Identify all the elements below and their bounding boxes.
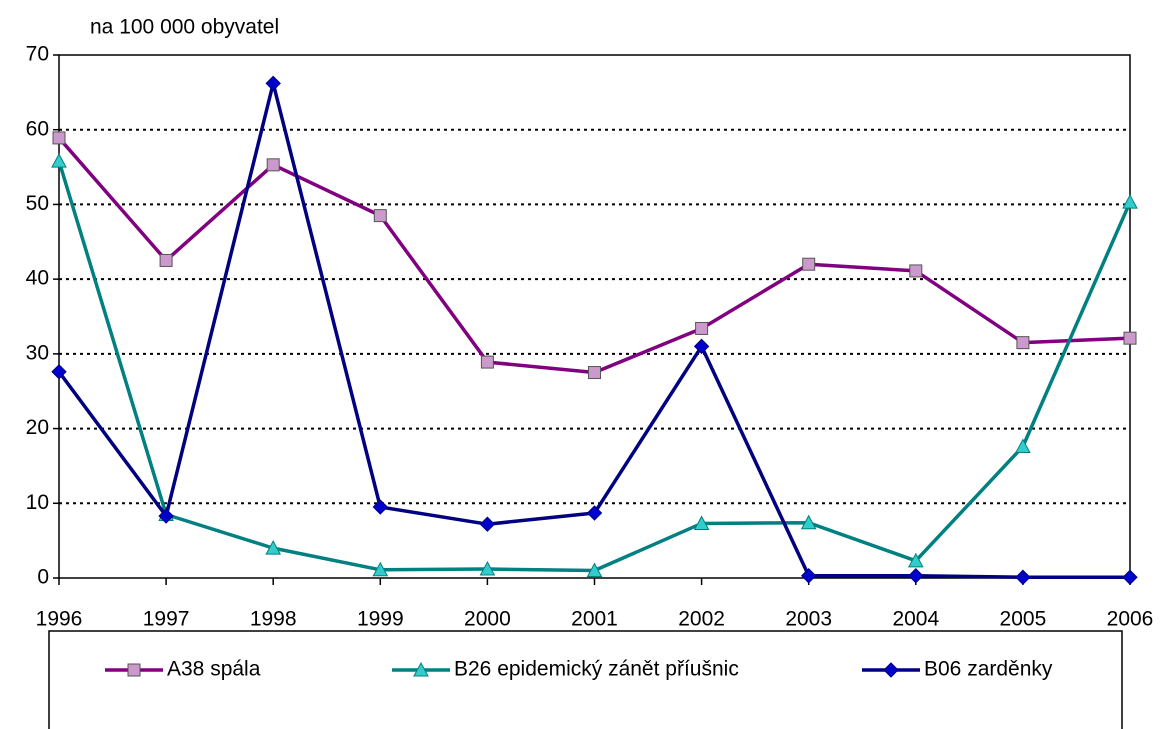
- y-axis-label: na 100 000 obyvatel: [90, 16, 279, 39]
- data-point: [1123, 331, 1137, 345]
- x-tick-label: 2000: [464, 608, 511, 631]
- data-point: [372, 561, 389, 577]
- legend-label: B26 epidemický zánět příušnic: [454, 658, 739, 681]
- data-point: [51, 153, 67, 168]
- x-tick-label: 2004: [892, 608, 939, 631]
- y-tick-label: 60: [26, 117, 49, 140]
- data-point: [480, 355, 494, 369]
- y-tick-label: 20: [26, 416, 49, 439]
- legend-marker: [127, 663, 141, 677]
- data-point: [266, 158, 280, 172]
- x-tick-label: 1996: [36, 608, 83, 631]
- y-tick-label: 40: [26, 267, 49, 290]
- series-line: [57, 136, 1131, 375]
- data-point: [52, 131, 66, 145]
- data-point: [265, 75, 281, 92]
- data-point: [802, 257, 816, 271]
- data-point: [51, 364, 67, 380]
- data-point: [907, 552, 924, 568]
- plot-frame: [58, 54, 1131, 579]
- data-point: [1122, 569, 1138, 585]
- x-tick-label: 1998: [250, 608, 297, 631]
- y-tick-label: 10: [26, 491, 49, 514]
- data-point: [1016, 336, 1030, 350]
- data-point: [693, 515, 710, 530]
- data-point: [265, 540, 282, 555]
- data-point: [479, 516, 496, 532]
- legend-frame: [48, 630, 1123, 729]
- data-point: [159, 253, 173, 267]
- legend-marker: [413, 661, 429, 677]
- y-tick-label: 50: [26, 192, 49, 215]
- data-point: [909, 264, 923, 278]
- y-tick-label: 70: [26, 43, 49, 66]
- data-point: [1122, 194, 1138, 209]
- data-point: [693, 338, 710, 355]
- data-point: [372, 499, 389, 515]
- legend-label: A38 spála: [167, 658, 261, 681]
- data-point: [1015, 438, 1031, 454]
- y-tick-label: 30: [26, 341, 49, 364]
- data-point: [586, 505, 603, 521]
- x-tick-label: 2005: [1000, 608, 1047, 631]
- data-point: [800, 514, 817, 530]
- data-point: [908, 568, 924, 584]
- x-tick-label: 2002: [678, 608, 725, 631]
- x-tick-label: 1997: [143, 608, 190, 631]
- data-point: [373, 209, 387, 223]
- x-tick-label: 1999: [357, 608, 404, 631]
- data-point: [695, 321, 709, 335]
- data-point: [479, 560, 496, 576]
- x-tick-label: 2006: [1107, 608, 1154, 631]
- data-point: [586, 562, 603, 578]
- x-tick-label: 2003: [785, 608, 832, 631]
- data-point: [800, 568, 817, 584]
- legend-marker: [883, 662, 899, 678]
- data-point: [588, 366, 601, 380]
- y-tick-label: 0: [37, 566, 49, 589]
- data-point: [158, 508, 174, 524]
- data-point: [1015, 569, 1031, 585]
- legend-label: B06 zarděnky: [924, 658, 1053, 681]
- x-tick-label: 2001: [571, 608, 618, 631]
